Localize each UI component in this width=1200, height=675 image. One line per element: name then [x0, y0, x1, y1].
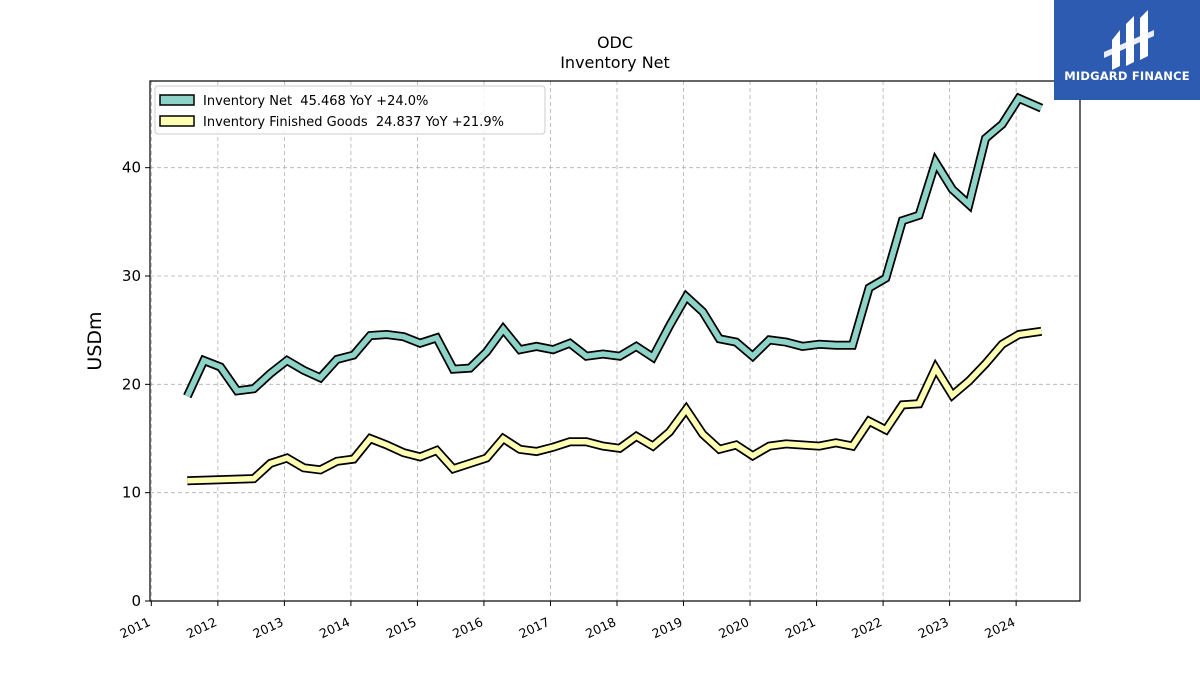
y-tick-label: 10	[122, 484, 141, 502]
x-tick-label: 2023	[916, 614, 951, 641]
x-tick-label: 2013	[250, 614, 285, 641]
brand-logo: MIDGARD FINANCE	[1054, 0, 1200, 100]
x-tick-label: 2019	[650, 614, 685, 641]
chart-title: ODC	[597, 33, 633, 52]
x-tick-label: 2018	[583, 614, 618, 641]
midgard-logo-icon	[1104, 10, 1154, 70]
legend-swatch-inventory-net	[159, 94, 195, 106]
legend-box	[154, 85, 546, 135]
series-line-0	[184, 94, 1043, 398]
x-tick-label: 2022	[849, 614, 884, 641]
y-tick-label: 0	[131, 592, 141, 610]
y-tick-label: 20	[122, 375, 141, 393]
x-tick-label: 2021	[783, 614, 818, 641]
x-tick-label: 2012	[184, 614, 219, 641]
y-tick-label: 40	[122, 159, 141, 177]
x-tick-label: 2024	[982, 614, 1017, 641]
x-tick-label: 2016	[450, 614, 485, 641]
legend-label-finished-goods: Inventory Finished Goods 24.837 YoY +21.…	[203, 115, 504, 130]
legend-label-inventory-net: Inventory Net 45.468 YoY +24.0%	[203, 94, 428, 109]
x-tick-label: 2014	[317, 614, 352, 641]
legend-swatch-finished-goods	[159, 115, 195, 127]
series-outline-0	[183, 92, 1044, 399]
x-tick-label: 2017	[517, 614, 552, 641]
brand-name: MIDGARD FINANCE	[1064, 69, 1190, 83]
series-layer	[183, 92, 1044, 486]
legend: Inventory Net 45.468 YoY +24.0% Inventor…	[154, 85, 546, 135]
x-tick-label: 2020	[716, 614, 751, 641]
x-tick-label: 2011	[117, 614, 152, 641]
series-line-1	[187, 328, 1042, 484]
axis-ticks: 0 10 20 30 40 2011 2012 2013 2014 2015 2016 2017 201…	[117, 159, 1017, 641]
chart-subtitle: Inventory Net	[560, 53, 670, 72]
grid	[150, 81, 1080, 602]
plot-frame	[149, 80, 1081, 602]
y-tick-label: 30	[122, 267, 141, 285]
x-tick-label: 2015	[384, 614, 419, 641]
y-axis-label: USDm	[84, 311, 106, 370]
